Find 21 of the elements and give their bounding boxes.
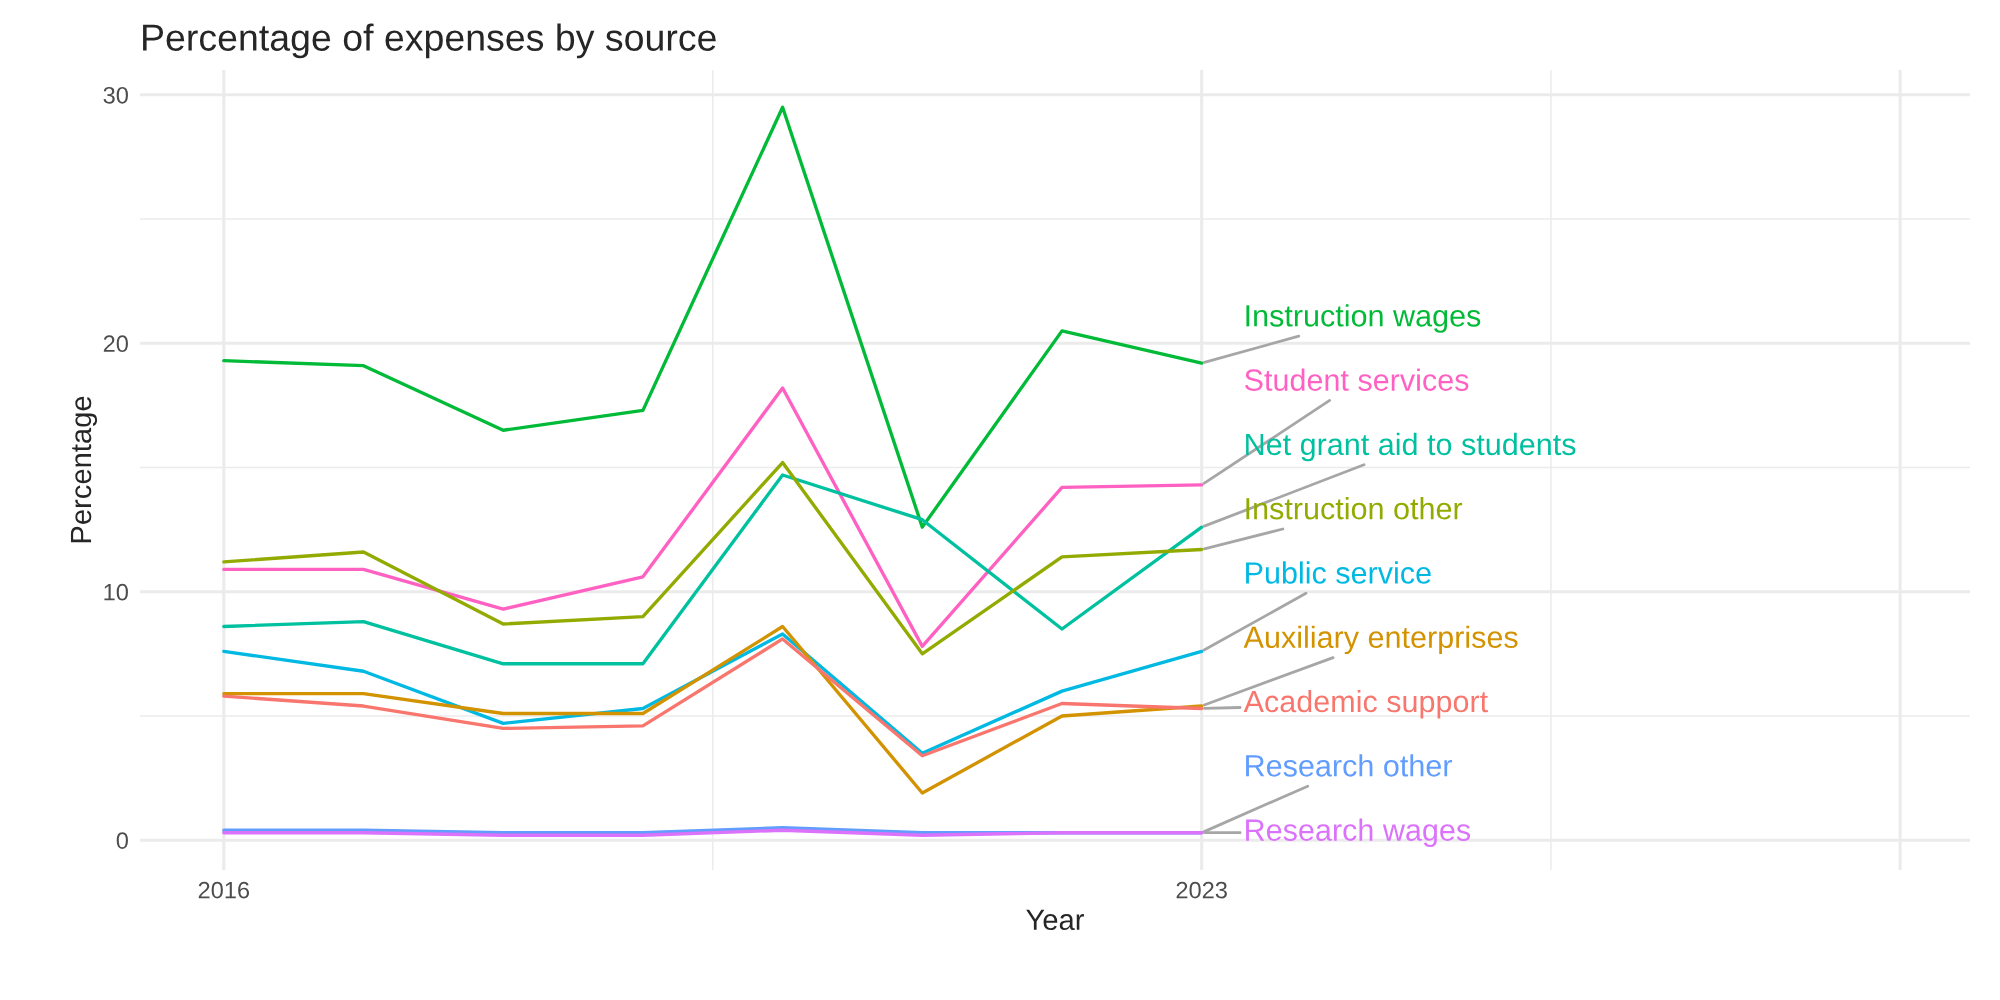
series-label: Research wages xyxy=(1246,818,1471,847)
text: Auxiliary enterprises xyxy=(1243,625,1518,655)
y-tick-label: 30 xyxy=(103,86,128,104)
x-tick-label: 2016 xyxy=(198,881,250,899)
y-axis-title: Percentage xyxy=(70,396,98,543)
text: Research other xyxy=(1246,754,1452,777)
text: Student services xyxy=(1244,368,1469,391)
y-tick-label: 10 xyxy=(104,583,128,601)
line-series xyxy=(222,624,1204,795)
chart-title: Percentage of expenses by source xyxy=(143,23,716,59)
y-tick-label: 20 xyxy=(103,335,128,353)
x-tick-label: 2023 xyxy=(1176,881,1227,899)
line-series xyxy=(222,386,1204,649)
series-label: Academic support xyxy=(1243,689,1488,719)
text: Net grant aid to students xyxy=(1246,432,1576,462)
y-tick-label: 0 xyxy=(116,832,128,849)
line-series xyxy=(222,105,1204,529)
x-axis-title: Year xyxy=(1026,909,1084,931)
text: Public service xyxy=(1246,561,1431,584)
series-label: Instruction other xyxy=(1246,497,1463,520)
series-label: Instruction wages xyxy=(1246,304,1481,333)
